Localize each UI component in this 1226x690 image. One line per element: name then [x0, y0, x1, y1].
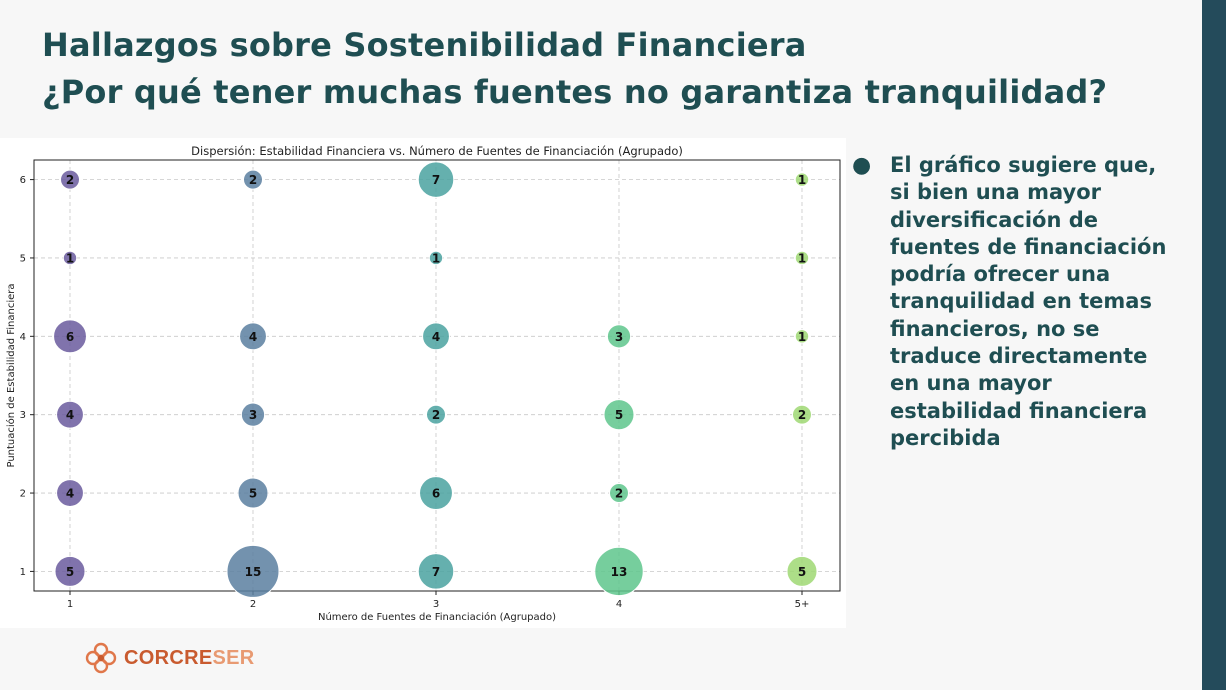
bubble-point	[606, 324, 632, 349]
bubble-point	[60, 169, 80, 190]
insight-text: El gráfico sugiere que, si bien una mayo…	[890, 153, 1167, 450]
bubble-count-label: 2	[615, 487, 623, 501]
y-tick-label: 5	[20, 253, 26, 264]
bubble-count-label: 5	[66, 565, 74, 579]
x-axis-label: Número de Fuentes de Financiación (Agrup…	[318, 611, 556, 623]
bubble-count-label: 4	[66, 408, 74, 422]
bubble-count-label: 2	[798, 408, 806, 422]
bubble-count-label: 2	[66, 173, 74, 187]
bubble-chart: 1 2 3 4 5+ 1 2 3 4 5 6 Dispersión: Estabilidad Fina…	[5, 144, 841, 623]
y-tick-label: 2	[20, 489, 26, 500]
bubble-point	[56, 479, 84, 507]
bubble-point	[794, 250, 810, 266]
bubble-point	[794, 329, 810, 344]
bubble-count-label: 13	[611, 565, 628, 579]
bubble-point	[426, 404, 446, 425]
y-tick-label: 6	[20, 175, 26, 186]
bubble-count-label: 7	[432, 565, 440, 579]
bubble-point	[428, 250, 444, 266]
bubble-count-label: 15	[245, 565, 262, 579]
x-tick-label: 4	[616, 599, 622, 610]
bubble-point	[786, 555, 818, 587]
title-line-2: ¿Por qué tener muchas fuentes no garanti…	[42, 73, 1108, 111]
y-axis-label: Puntuación de Estabilidad Financiera	[5, 283, 17, 467]
bubble-point	[243, 169, 263, 190]
plot-frame	[33, 159, 841, 592]
bubble-point	[56, 400, 84, 429]
flower-logo-icon	[85, 642, 117, 674]
bubble-count-label: 5	[798, 565, 806, 579]
bubble-point	[792, 404, 812, 425]
y-tick-label: 3	[20, 410, 26, 421]
bubble-point	[237, 477, 269, 509]
right-accent-band	[1202, 0, 1226, 690]
bubble-count-label: 4	[249, 330, 257, 344]
bubble-count-label: 5	[615, 408, 623, 422]
bubble-count-label: 4	[66, 487, 74, 501]
bubble-count-label: 2	[432, 408, 440, 422]
x-tick-label: 2	[250, 599, 256, 610]
bubble-point	[419, 476, 453, 510]
x-tick-label: 1	[67, 599, 73, 610]
bubble-point	[239, 322, 267, 351]
logo-text-corcre: CORCRE	[124, 646, 213, 669]
bubble-count-label: 1	[798, 251, 806, 265]
bubble-point	[226, 544, 280, 598]
corcreser-logo: CORCRESER	[84, 640, 255, 676]
bubble-count-label: 2	[249, 173, 257, 187]
logo-text-ser: SER	[212, 646, 255, 669]
bubble-point	[594, 546, 644, 597]
bubble-count-label: 1	[798, 173, 806, 187]
x-tick-label: 3	[433, 599, 439, 610]
bubble-point	[609, 483, 629, 504]
bubble-count-label: 1	[66, 251, 74, 265]
bubble-point	[54, 555, 86, 587]
bubble-point	[794, 172, 810, 187]
y-tick-label: 1	[20, 567, 26, 578]
bubble-count-label: 3	[249, 408, 257, 422]
bubble-count-label: 5	[249, 487, 257, 501]
bubble-point	[53, 319, 87, 354]
bullet-dot-icon: ●	[852, 153, 872, 178]
bubble-point	[422, 322, 450, 351]
bubble-count-label: 1	[798, 330, 806, 344]
bubble-point	[62, 250, 78, 266]
slide-title: Hallazgos sobre Sostenibilidad Financier…	[42, 22, 1182, 116]
bubble-point	[417, 161, 455, 198]
bubble-point	[417, 553, 455, 590]
bubble-count-label: 6	[66, 330, 74, 344]
bubble-count-label: 6	[432, 487, 440, 501]
bubble-point	[240, 402, 266, 427]
chart-title: Dispersión: Estabilidad Financiera vs. N…	[191, 144, 683, 158]
chart-panel: 1 2 3 4 5+ 1 2 3 4 5 6 Dispersión: Estabilidad Fina…	[0, 138, 846, 628]
bubble-count-label: 1	[432, 251, 440, 265]
x-tick-label: 5+	[795, 599, 810, 610]
bubble-count-label: 4	[432, 330, 440, 344]
title-line-1: Hallazgos sobre Sostenibilidad Financier…	[42, 26, 807, 64]
bubble-count-label: 3	[615, 330, 623, 344]
y-tick-label: 4	[20, 332, 26, 343]
bubble-count-label: 7	[432, 173, 440, 187]
bubble-point	[603, 399, 635, 431]
